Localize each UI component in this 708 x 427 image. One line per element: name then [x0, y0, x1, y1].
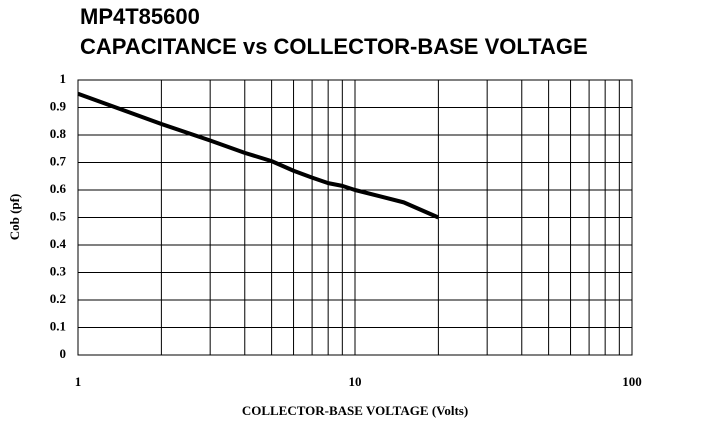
y-tick-label: 0.9: [50, 98, 67, 113]
y-tick-label: 0.3: [50, 263, 67, 278]
y-axis-label: Cob (pf): [7, 194, 22, 241]
y-tick-label: 0.2: [50, 291, 66, 306]
x-tick-label: 10: [349, 374, 362, 389]
chart-title: MP4T85600: [80, 4, 200, 29]
y-tick-label: 0.1: [50, 318, 66, 333]
y-tick-label: 1: [60, 71, 67, 86]
x-tick-label: 1: [75, 374, 82, 389]
data-line: [77, 91, 440, 220]
plot-border: [77, 79, 633, 356]
x-axis-label: COLLECTOR-BASE VOLTAGE (Volts): [242, 403, 468, 418]
y-tick-label: 0.4: [50, 236, 67, 251]
x-tick-label: 100: [622, 374, 642, 389]
y-tick-label: 0.7: [50, 153, 67, 168]
y-tick-label: 0: [60, 346, 67, 361]
y-tick-label: 0.6: [50, 181, 67, 196]
y-tick-label: 0.8: [50, 126, 67, 141]
y-tick-label: 0.5: [50, 208, 67, 223]
chart-subtitle: CAPACITANCE vs COLLECTOR-BASE VOLTAGE: [80, 34, 588, 59]
